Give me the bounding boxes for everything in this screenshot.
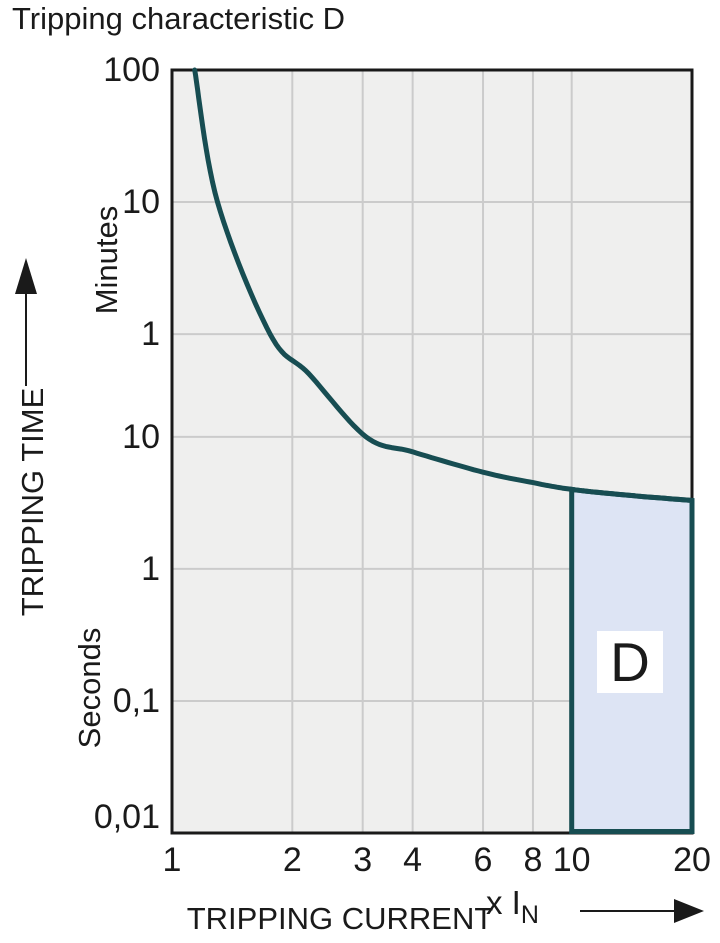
- y-tick-label-0_01-seconds: 0,01: [93, 798, 160, 836]
- x-axis-title: TRIPPING CURRENT: [186, 901, 494, 936]
- right-arrow-icon: [580, 899, 704, 923]
- y-tick-label-100-minutes: 100: [103, 51, 160, 89]
- x-tick-label-6: 6: [473, 841, 493, 879]
- y-tick-label-1-minutes: 1: [141, 315, 160, 354]
- y-tick-label-0_1-seconds: 0,1: [112, 681, 160, 720]
- y-axis-title: TRIPPING TIME: [15, 387, 50, 617]
- x-tick-label-8: 8: [523, 841, 543, 879]
- x-tick-label-3: 3: [353, 841, 373, 879]
- up-arrow-icon: [15, 258, 37, 386]
- y-unit-minutes-label: Minutes: [89, 205, 124, 315]
- chart-title: Tripping characteristic D: [12, 1, 346, 36]
- x-tick-label-10: 10: [552, 841, 591, 879]
- x-tick-label-20: 20: [673, 841, 711, 879]
- x-axis-unit-subscript: N: [520, 901, 539, 929]
- region-d-label: D: [597, 631, 663, 693]
- y-tick-label-1-seconds: 1: [141, 549, 160, 588]
- x-tick-label-1: 1: [162, 841, 182, 879]
- x-tick-label-4: 4: [403, 841, 423, 879]
- plot-border: [170, 68, 694, 835]
- y-tick-label-10-seconds: 10: [122, 417, 160, 456]
- tripping-curve: [192, 67, 695, 503]
- y-tick-label-10-minutes: 10: [122, 183, 160, 222]
- x-axis-unit-text: x I: [486, 884, 521, 921]
- x-tick-label-2: 2: [282, 841, 302, 879]
- y-unit-seconds-label: Seconds: [72, 627, 107, 749]
- x-axis-unit-label: x IN: [486, 884, 539, 930]
